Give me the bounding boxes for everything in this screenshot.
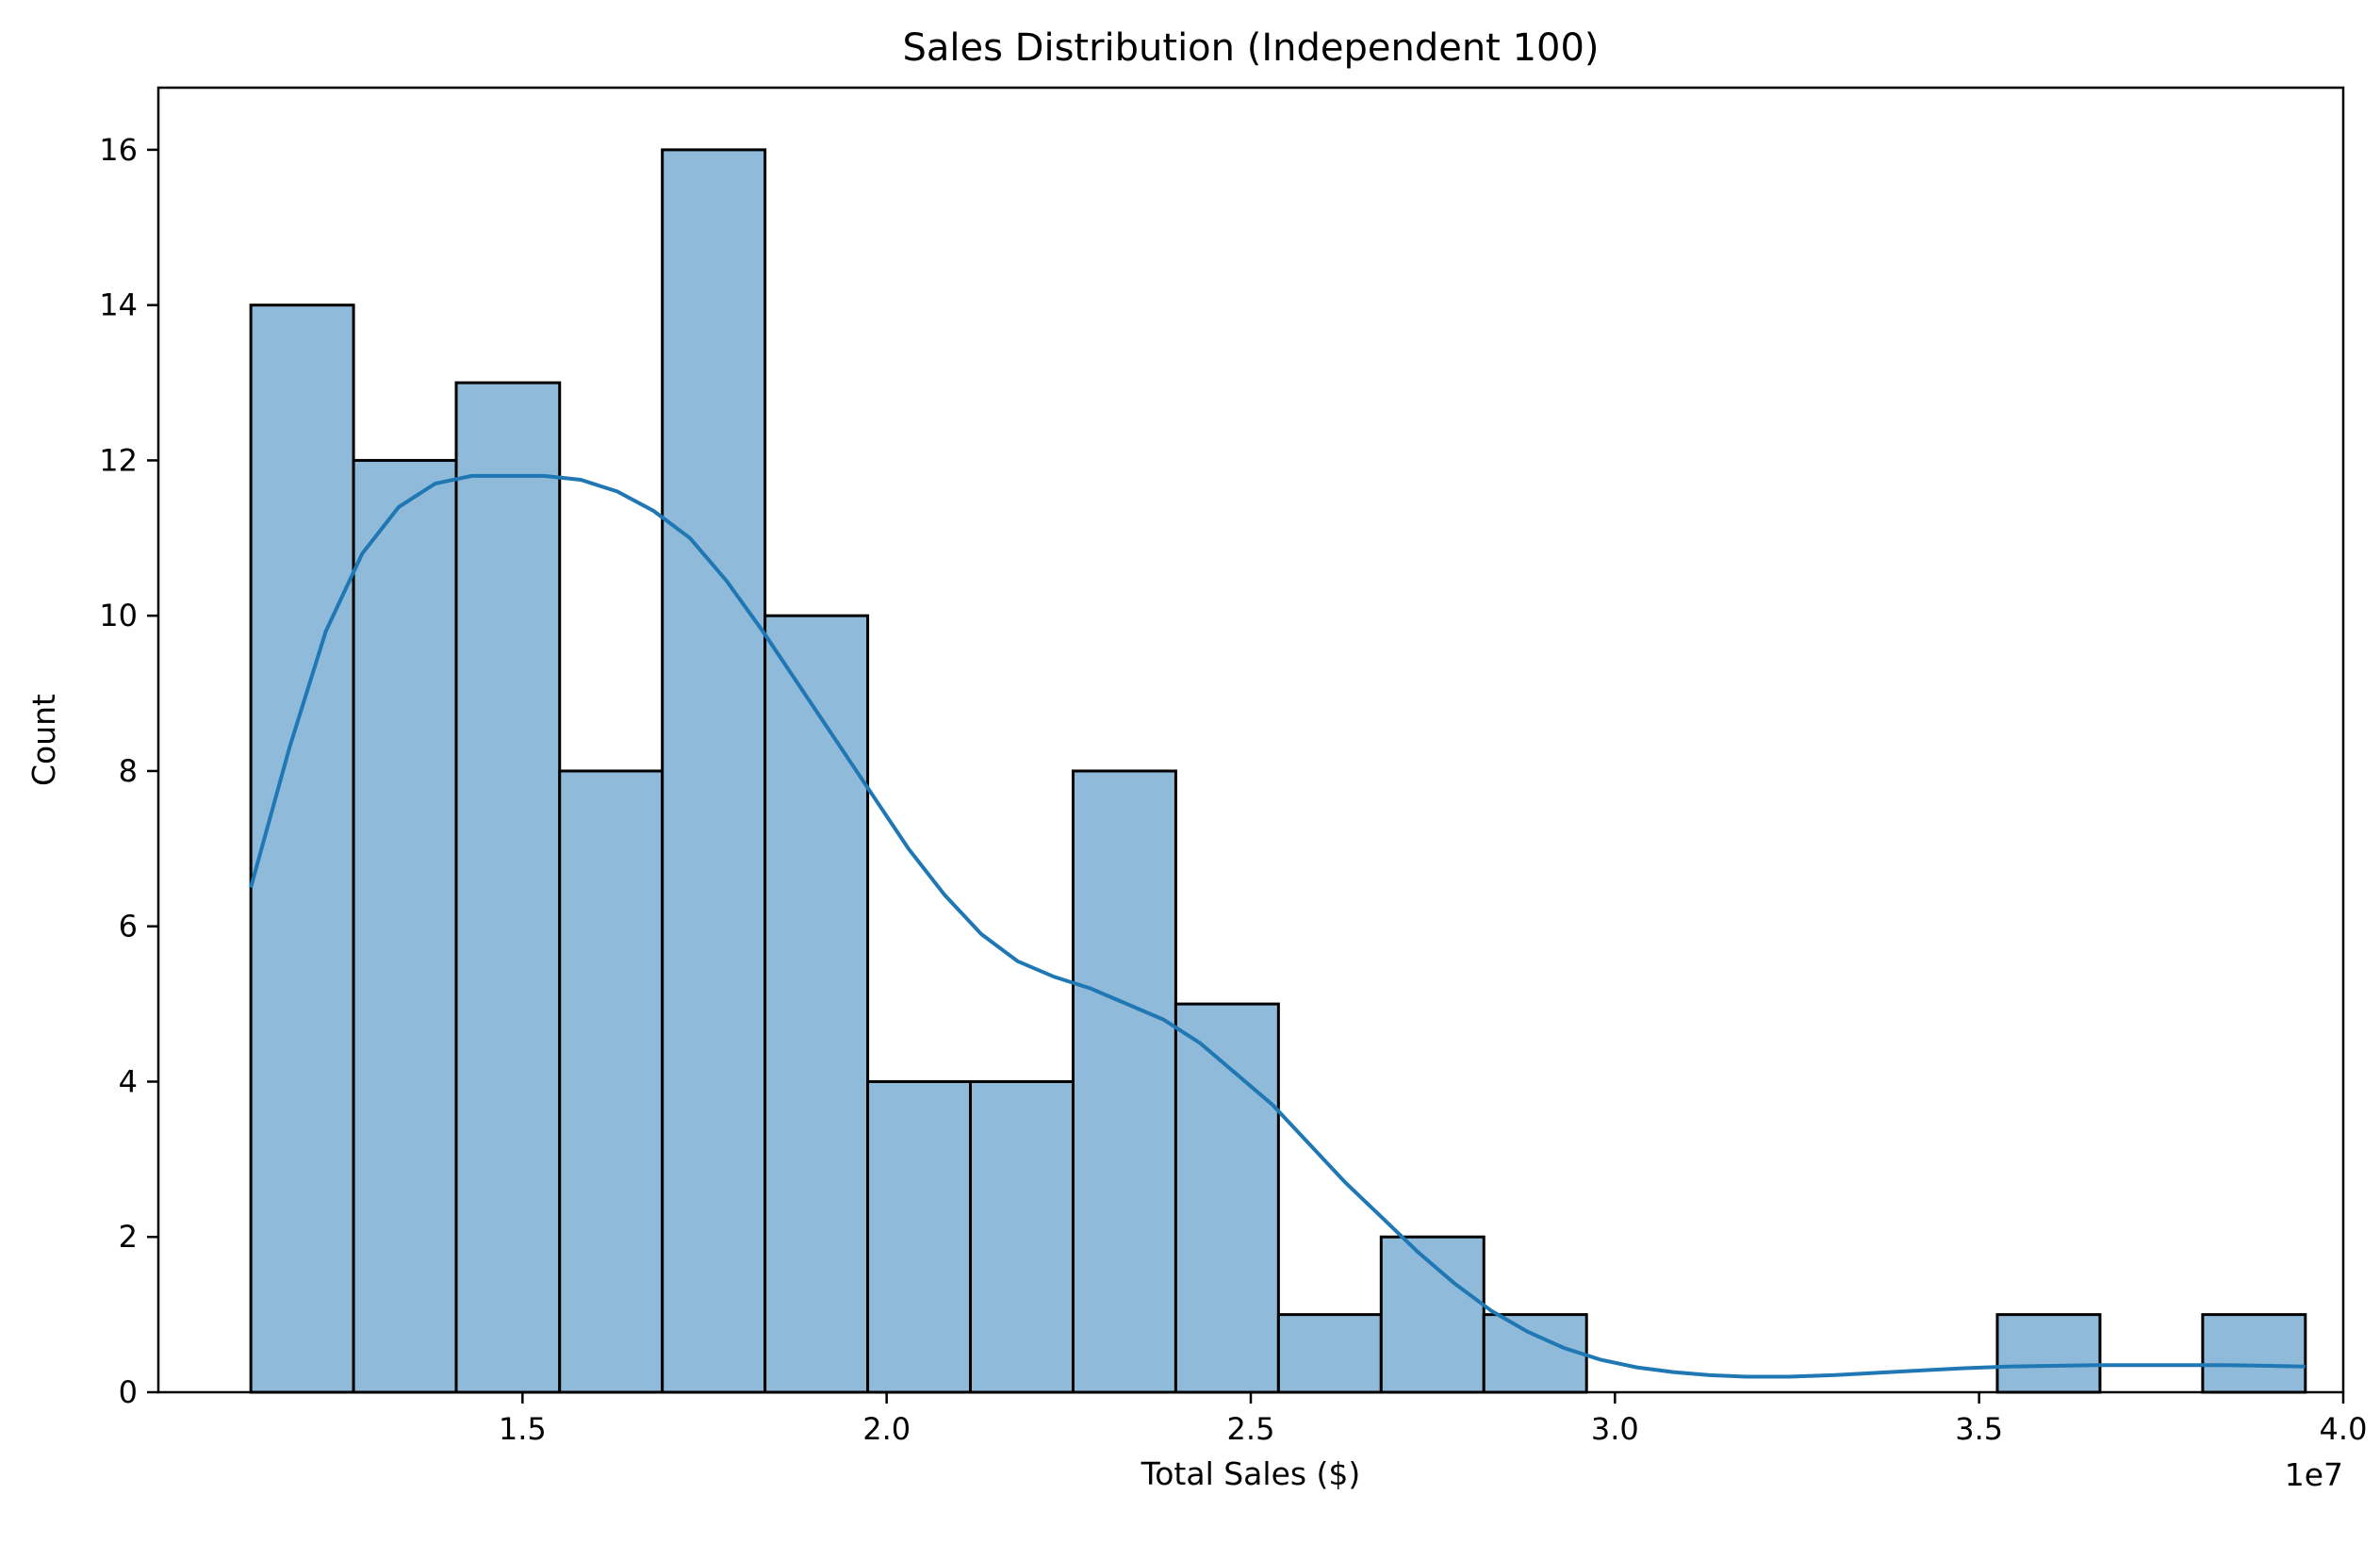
- histogram-bar: [1379, 1235, 1485, 1394]
- chart-title: Sales Distribution (Independent 100): [902, 26, 1599, 70]
- y-axis-label: Count: [25, 694, 62, 786]
- histogram-bar: [969, 1079, 1075, 1394]
- y-axis-ticks: 0 2 4 6 8 10 12 14 16: [99, 132, 158, 1410]
- x-axis-offset-label: 1e7: [2285, 1456, 2343, 1493]
- histogram-bar: [866, 1079, 973, 1394]
- histogram-bar: [1174, 1002, 1280, 1394]
- histogram-bar: [1071, 769, 1177, 1394]
- x-axis-ticks: 1.5 2.0 2.5 3.0 3.5 4.0: [499, 1392, 2368, 1447]
- histogram-bar: [249, 304, 355, 1394]
- histogram-bar: [558, 769, 665, 1394]
- histogram-bar: [1276, 1313, 1383, 1394]
- histogram-bar: [1482, 1313, 1588, 1394]
- histogram-bar: [661, 148, 767, 1394]
- x-tick-label: 3.0: [1591, 1411, 1639, 1447]
- y-tick-label: 2: [119, 1219, 138, 1255]
- x-tick-label: 1.5: [499, 1411, 547, 1447]
- histogram-bar: [2201, 1313, 2307, 1394]
- y-tick-label: 6: [119, 909, 138, 944]
- histogram-bar: [1995, 1313, 2102, 1394]
- y-tick-label: 12: [99, 442, 138, 478]
- histogram-bar: [352, 458, 458, 1394]
- histogram-bar: [454, 381, 562, 1394]
- x-tick-label: 4.0: [2320, 1411, 2368, 1447]
- y-tick-label: 16: [99, 132, 138, 168]
- y-tick-label: 10: [99, 598, 138, 633]
- x-tick-label: 2.5: [1227, 1411, 1275, 1447]
- x-tick-label: 2.0: [862, 1411, 911, 1447]
- y-tick-label: 14: [99, 287, 138, 323]
- y-tick-label: 0: [119, 1374, 138, 1410]
- x-axis-label: Total Sales ($): [1141, 1455, 1361, 1492]
- histogram-bar: [763, 614, 870, 1394]
- kde-curve: [249, 473, 2306, 1379]
- y-tick-label: 8: [119, 753, 138, 789]
- y-tick-label: 4: [119, 1063, 138, 1099]
- x-tick-label: 3.5: [1955, 1411, 2003, 1447]
- histogram-bars: [249, 148, 2307, 1394]
